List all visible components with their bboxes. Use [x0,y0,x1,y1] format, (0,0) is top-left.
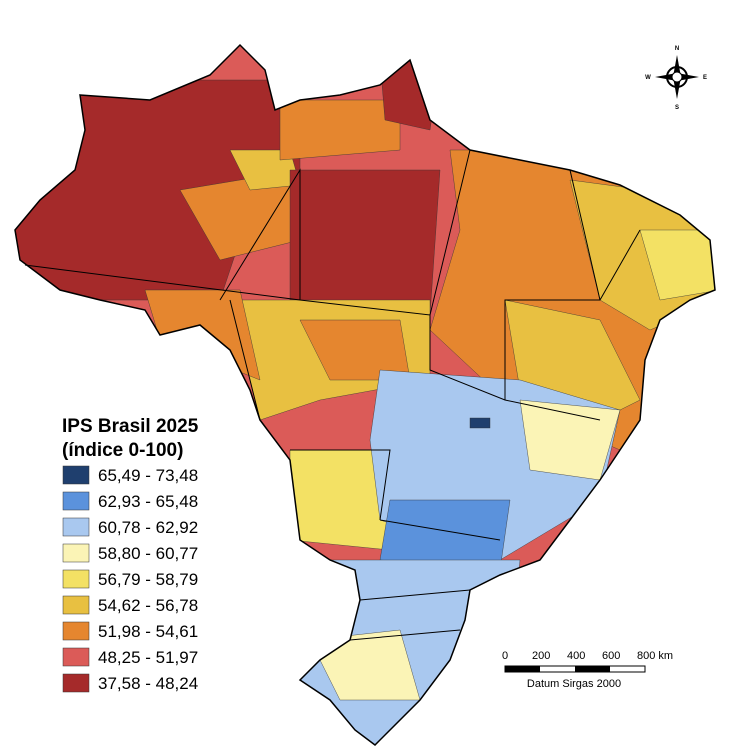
legend-items: 65,49 - 73,48 62,93 - 65,48 60,78 - 62,92 5… [62,465,198,693]
legend-label: 51,98 - 54,61 [98,622,198,641]
region [639,229,715,301]
compass-center [671,71,683,83]
legend-title: IPS Brasil 2025 [62,416,199,437]
legend-swatch [62,569,90,589]
legend-label: 54,62 - 56,78 [98,596,198,615]
legend-swatch [62,673,90,693]
legend-label: 62,93 - 65,48 [98,492,198,511]
legend-label: 48,25 - 51,97 [98,648,198,667]
region [279,99,401,161]
scale-label: 800 km [637,650,673,662]
compass-n: N [675,46,679,52]
scale-labels: 0 200 400 600 800 km [502,650,673,662]
legend: IPS Brasil 2025 (índice 0-100) 65,49 - 7… [62,416,199,693]
legend-swatch [62,517,90,537]
region [469,417,491,429]
compass-s: S [675,105,679,111]
scale-label: 0 [502,650,508,662]
legend-label: 56,79 - 58,79 [98,570,198,589]
legend-label: 60,78 - 62,92 [98,518,198,537]
legend-subtitle: (índice 0-100) [62,440,183,461]
compass: N S E W [645,46,707,111]
region [289,169,441,316]
legend-label: 37,58 - 48,24 [98,674,198,693]
legend-swatch [62,621,90,641]
scale-label: 600 [602,650,620,662]
country-outline [14,43,716,746]
legend-swatch [62,491,90,511]
scale-label: 200 [532,650,550,662]
legend-swatch [62,465,90,485]
scale-bar: 0 200 400 600 800 km Datum Sirgas 2000 [502,650,673,690]
scale-label: 400 [567,650,585,662]
region [379,499,511,571]
legend-swatch [62,647,90,667]
compass-w: W [645,75,651,81]
scale-bar-segment [505,666,540,672]
legend-label: 65,49 - 73,48 [98,466,198,485]
region [379,59,441,131]
state-borders [24,149,641,641]
compass-e: E [703,75,707,81]
legend-swatch [62,543,90,563]
legend-swatch [62,595,90,615]
scale-bar-segment [575,666,610,672]
legend-label: 58,80 - 60,77 [98,544,198,563]
datum-label: Datum Sirgas 2000 [527,678,621,690]
